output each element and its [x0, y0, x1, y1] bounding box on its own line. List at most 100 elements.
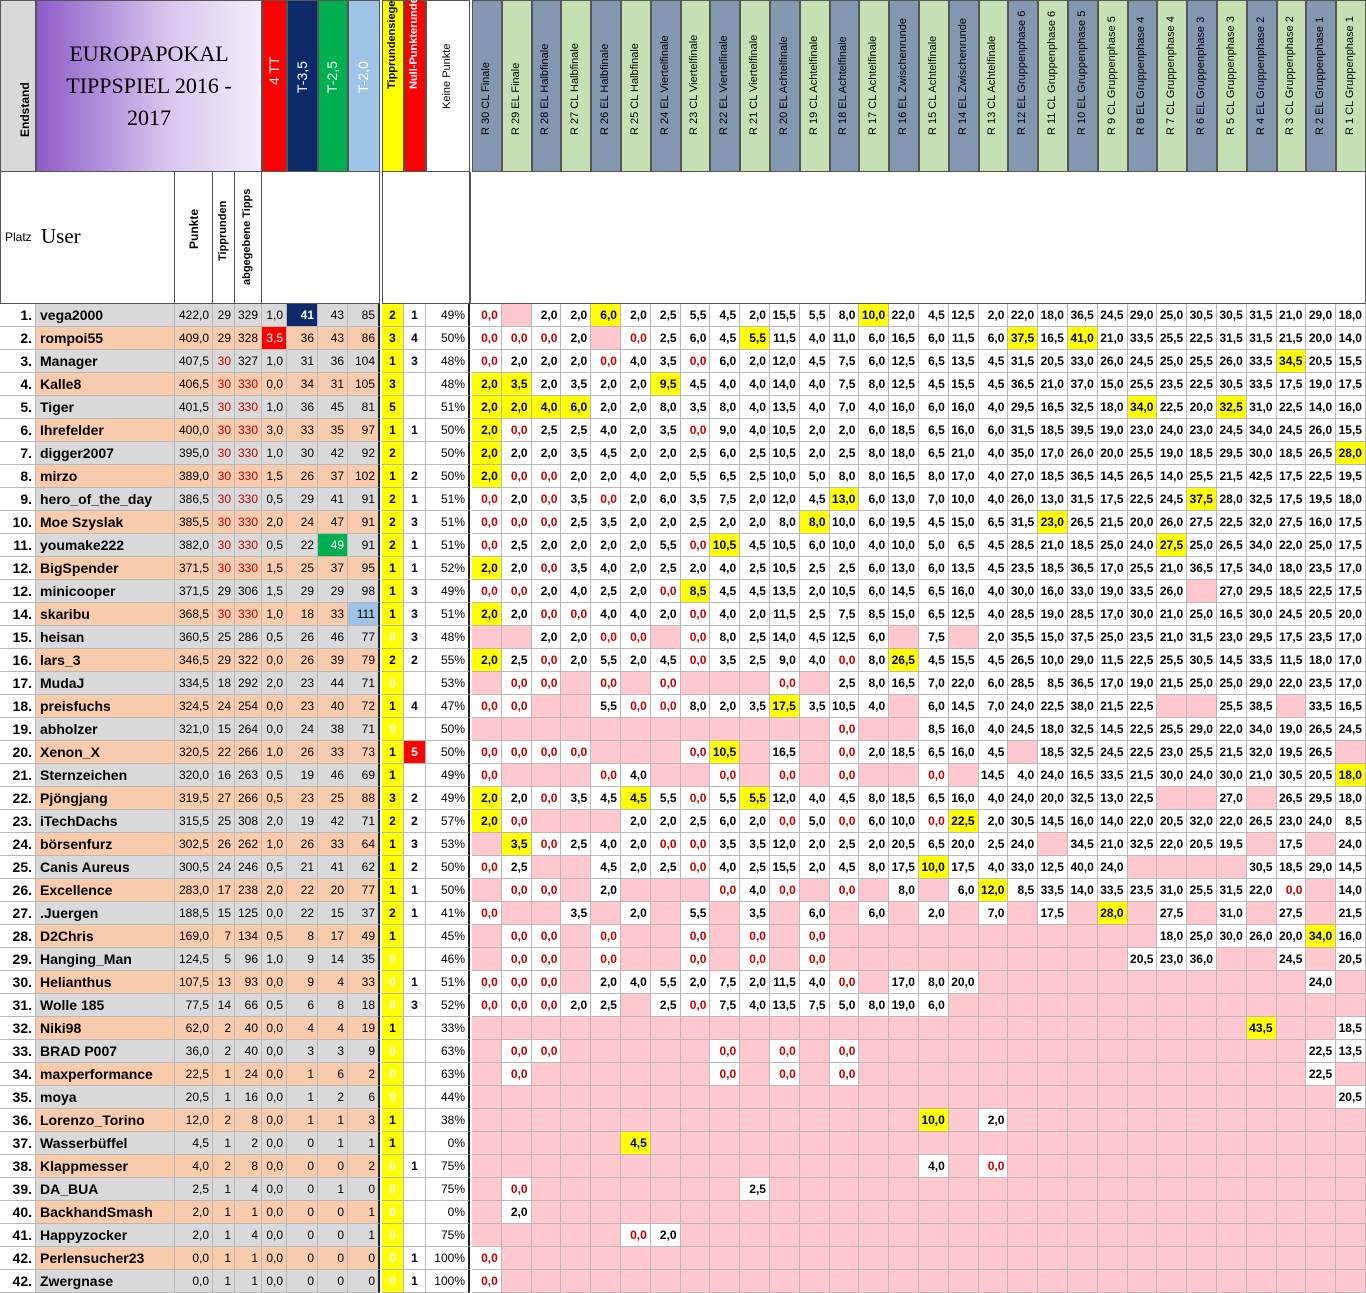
round-score: 17,5 — [1336, 534, 1366, 557]
round-score: 3,5 — [650, 419, 681, 442]
round-score — [1038, 971, 1068, 994]
round-score: 20,0 — [1336, 603, 1366, 626]
round-score — [472, 1109, 502, 1132]
round-score: 5,0 — [799, 810, 830, 833]
round-score: 8,0 — [650, 396, 681, 419]
round-score: 12,5 — [889, 350, 919, 373]
zero-rounds: 0 — [404, 373, 426, 396]
round-score: 34,0 — [1127, 396, 1158, 419]
round-score: 15,0 — [948, 511, 979, 534]
points: 0,0 — [175, 1247, 213, 1270]
round-score: 0,0 — [799, 925, 830, 948]
round-score — [799, 879, 830, 902]
points: 386,5 — [175, 488, 213, 511]
t20-count: 0 — [348, 1178, 380, 1201]
round-score: 25,5 — [1187, 879, 1217, 902]
t20-count: 1 — [348, 1201, 380, 1224]
t35-count: 0 — [287, 1201, 318, 1224]
round-score: 0,0 — [472, 764, 502, 787]
round-score — [680, 879, 711, 902]
round-score: 2,0 — [501, 1201, 532, 1224]
round-score — [472, 1224, 502, 1247]
round-score: 0,0 — [770, 879, 800, 902]
round-score: 23,5 — [1306, 557, 1337, 580]
no-points-pct: 0% — [426, 1201, 470, 1224]
round-score: 26,5 — [1008, 649, 1039, 672]
round-score: 31,5 — [1246, 304, 1277, 327]
round-score: 15,0 — [1038, 626, 1068, 649]
round-score: 10,0 — [829, 534, 860, 557]
round-score — [1008, 925, 1039, 948]
round-score: 15,5 — [948, 649, 979, 672]
round-score — [1038, 833, 1068, 856]
t25-count: 42 — [318, 810, 348, 833]
round-score — [1008, 1086, 1039, 1109]
round-score: 30,5 — [1187, 304, 1217, 327]
round-score: 26,5 — [1306, 718, 1337, 741]
t25-count: 15 — [318, 902, 348, 925]
round-score — [859, 1155, 890, 1178]
round-score: 31,5 — [1008, 419, 1039, 442]
round-score: 6,0 — [859, 350, 890, 373]
round-score: 22,0 — [948, 672, 979, 695]
header-spacer-s — [382, 172, 470, 304]
round-score — [621, 1247, 651, 1270]
t20-count: 2 — [348, 1063, 380, 1086]
round-score: 17,0 — [1336, 649, 1366, 672]
round-score — [1038, 1132, 1068, 1155]
t35-count: 25 — [287, 557, 318, 580]
user-name: lars_3 — [36, 649, 175, 672]
tt-count: 0,0 — [262, 1247, 287, 1270]
t35-count: 26 — [287, 626, 318, 649]
round-score: 10,0 — [889, 810, 919, 833]
round-score: 12,5 — [829, 626, 860, 649]
round-score — [1008, 1270, 1039, 1293]
round-score: 4,0 — [710, 373, 741, 396]
round-score: 0,0 — [591, 925, 621, 948]
rank: 30. — [0, 971, 36, 994]
round-score: 30,0 — [1246, 442, 1277, 465]
round-score: 8,5 — [680, 580, 711, 603]
round-score: 2,0 — [472, 373, 502, 396]
round-score: 2,5 — [591, 994, 621, 1017]
round-score — [829, 1247, 860, 1270]
t35-count: 0 — [287, 1132, 318, 1155]
round-score: 8,0 — [829, 465, 860, 488]
round-score: 20,5 — [1336, 948, 1366, 971]
round-label: R 23 CL Viertelfinale — [688, 34, 701, 135]
round-score — [1157, 1063, 1188, 1086]
t25-count: 3 — [318, 1040, 348, 1063]
t20-count: 92 — [348, 442, 380, 465]
round-wins: 2 — [382, 534, 404, 557]
t25-count: 43 — [318, 304, 348, 327]
round-score: 29,5 — [1246, 626, 1277, 649]
round-score — [978, 1270, 1009, 1293]
null-header: Null-Punkterunde — [404, 0, 426, 172]
round-score: 24,0 — [1038, 764, 1068, 787]
tt-count: 1,0 — [262, 396, 287, 419]
round-score: 14,5 — [978, 764, 1009, 787]
round-score — [889, 1178, 919, 1201]
round-score: 6,0 — [919, 557, 949, 580]
no-points-pct: 50% — [426, 879, 470, 902]
round-score — [829, 948, 860, 971]
round-score: 17,0 — [1336, 672, 1366, 695]
rounds-played: 30 — [213, 511, 235, 534]
t20-count: 49 — [348, 925, 380, 948]
round-score: 2,0 — [680, 557, 711, 580]
round-score: 21,5 — [1217, 741, 1247, 764]
round-score: 0,0 — [501, 810, 532, 833]
points: 124,5 — [175, 948, 213, 971]
round-score — [948, 948, 979, 971]
round-score — [740, 1247, 770, 1270]
round-score — [710, 1201, 741, 1224]
round-score: 4,5 — [799, 350, 830, 373]
round-score: 0,0 — [531, 879, 562, 902]
points: 4,5 — [175, 1132, 213, 1155]
round-score — [1217, 971, 1247, 994]
round-score: 7,0 — [978, 902, 1009, 925]
round-score: 8,0 — [710, 626, 741, 649]
round-score — [948, 925, 979, 948]
round-score: 6,5 — [978, 511, 1009, 534]
round-score — [1127, 1201, 1158, 1224]
